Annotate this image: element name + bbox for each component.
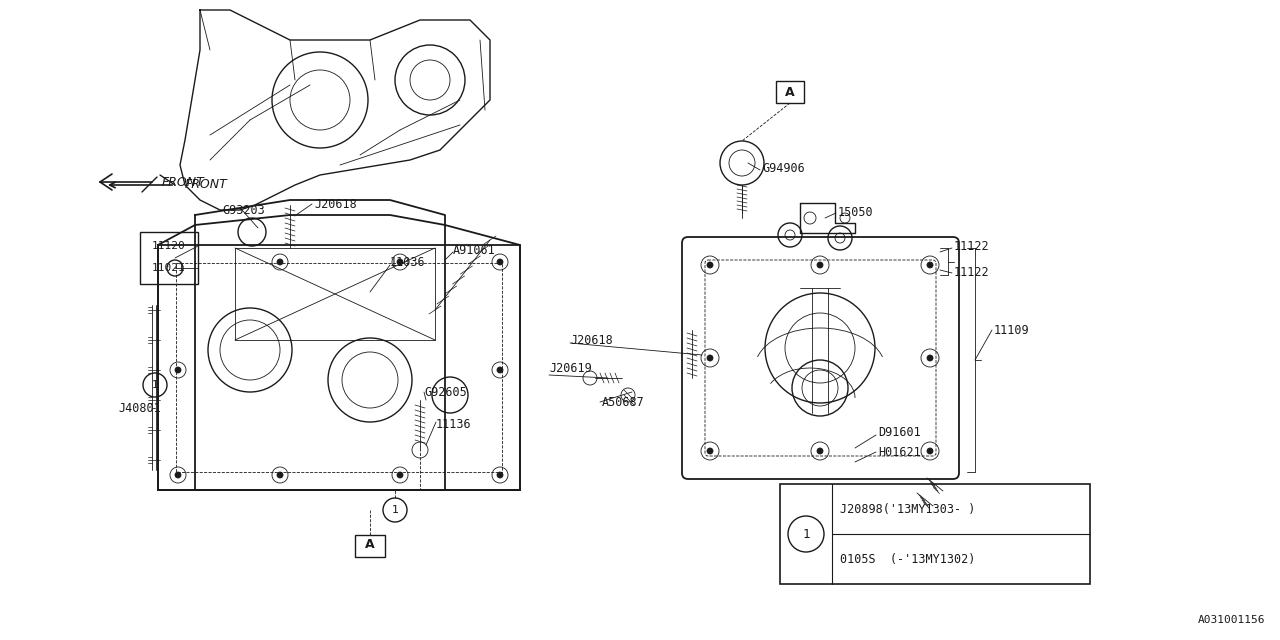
FancyBboxPatch shape xyxy=(705,260,936,456)
Text: 1: 1 xyxy=(392,505,398,515)
Text: 15050: 15050 xyxy=(838,205,874,218)
Circle shape xyxy=(397,259,403,265)
Text: J20619: J20619 xyxy=(549,362,591,374)
Circle shape xyxy=(175,259,180,265)
Text: 11036: 11036 xyxy=(390,255,426,269)
Text: J40801: J40801 xyxy=(118,401,161,415)
Text: 11122: 11122 xyxy=(954,266,989,278)
Text: J20618: J20618 xyxy=(314,198,357,211)
Text: 11021: 11021 xyxy=(152,263,186,273)
Circle shape xyxy=(927,448,933,454)
Circle shape xyxy=(707,262,713,268)
Text: G94906: G94906 xyxy=(762,161,805,175)
Text: 1: 1 xyxy=(803,527,810,541)
Circle shape xyxy=(276,472,283,478)
Circle shape xyxy=(707,355,713,361)
FancyBboxPatch shape xyxy=(355,535,385,557)
Circle shape xyxy=(817,262,823,268)
Circle shape xyxy=(497,367,503,373)
Text: 11109: 11109 xyxy=(995,323,1029,337)
Text: 11122: 11122 xyxy=(954,239,989,253)
Text: A: A xyxy=(365,538,375,552)
Text: H01621: H01621 xyxy=(878,445,920,458)
Text: 11120: 11120 xyxy=(152,241,186,251)
FancyBboxPatch shape xyxy=(780,484,1091,584)
Circle shape xyxy=(817,448,823,454)
Text: A50687: A50687 xyxy=(602,397,645,410)
Circle shape xyxy=(175,367,180,373)
Text: FRONT: FRONT xyxy=(186,179,228,191)
Circle shape xyxy=(707,448,713,454)
Circle shape xyxy=(927,262,933,268)
Text: A031001156: A031001156 xyxy=(1198,615,1265,625)
Circle shape xyxy=(497,472,503,478)
Text: J20618: J20618 xyxy=(570,333,613,346)
Text: D91601: D91601 xyxy=(878,426,920,440)
Circle shape xyxy=(927,355,933,361)
Text: G93203: G93203 xyxy=(221,204,265,216)
Text: J20898('13MY1303- ): J20898('13MY1303- ) xyxy=(840,502,975,515)
Text: G92605: G92605 xyxy=(424,385,467,399)
Circle shape xyxy=(175,472,180,478)
Text: 1: 1 xyxy=(151,380,159,390)
Text: 11136: 11136 xyxy=(436,419,471,431)
Circle shape xyxy=(397,472,403,478)
Text: 0105S  (-'13MY1302): 0105S (-'13MY1302) xyxy=(840,552,975,566)
Circle shape xyxy=(497,259,503,265)
Text: A91061: A91061 xyxy=(453,243,495,257)
Text: FRONT: FRONT xyxy=(163,175,205,189)
FancyBboxPatch shape xyxy=(140,232,198,284)
Text: A: A xyxy=(785,86,795,99)
FancyBboxPatch shape xyxy=(776,81,804,103)
Circle shape xyxy=(276,259,283,265)
FancyBboxPatch shape xyxy=(682,237,959,479)
